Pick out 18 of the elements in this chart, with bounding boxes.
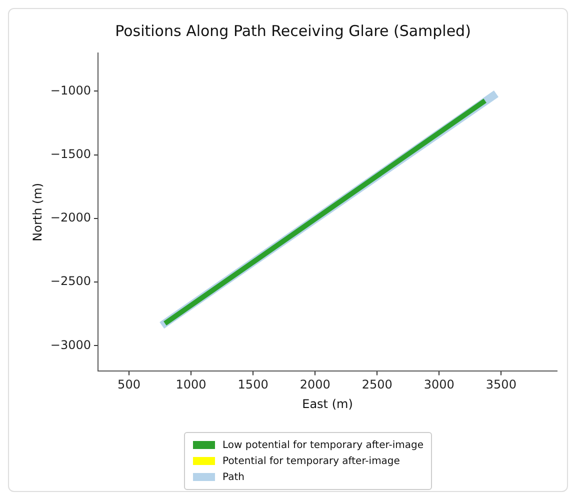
y-tick-label: −2500 [50, 274, 91, 288]
x-axis-title: East (m) [302, 396, 353, 411]
x-tick-label: 3500 [486, 378, 516, 392]
y-tick-label: −3000 [50, 338, 91, 352]
chart-title: Positions Along Path Receiving Glare (Sampled) [115, 22, 471, 40]
y-tick-label: −1500 [50, 146, 91, 161]
legend-label: Potential for temporary after-image [222, 456, 400, 466]
y-axis-title: North (m) [30, 182, 44, 242]
y-tick-label: −2000 [50, 210, 91, 225]
x-tick-label: 500 [118, 378, 140, 392]
legend-label: Low potential for temporary after-image [222, 440, 424, 450]
x-tick-label: 1000 [176, 378, 206, 392]
x-tick-label: 1500 [238, 378, 268, 392]
legend-label: Path [222, 472, 244, 482]
y-tick-label: −1000 [50, 83, 91, 98]
x-tick-label: 2000 [300, 378, 330, 392]
x-tick-label: 2500 [362, 378, 392, 392]
x-tick-label: 3000 [424, 378, 454, 392]
